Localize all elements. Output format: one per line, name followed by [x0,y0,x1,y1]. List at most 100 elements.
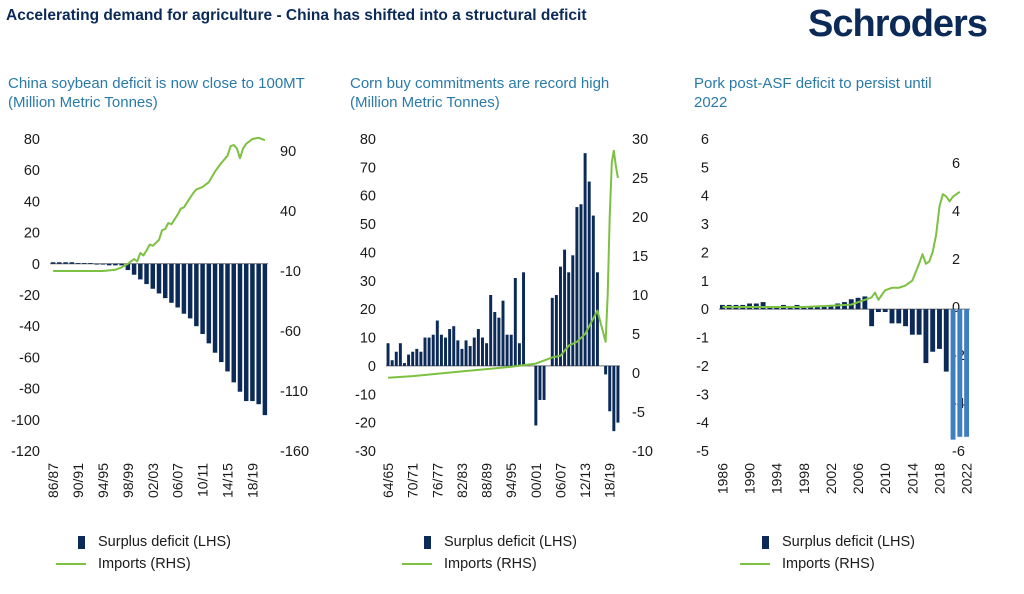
chart-2-bar [542,365,546,400]
chart-3-right-tick-label: 0 [952,300,960,316]
chart-1-bar [187,263,193,319]
chart-3-left-tick-label: -3 [696,387,709,403]
chart-2-bar [501,300,505,366]
chart-2-bar [538,365,542,400]
chart-1-right-tick-label: -60 [280,324,301,340]
chart-3-x-tick-label: 1994 [769,463,785,494]
chart-1-bar [150,263,156,289]
chart-2-x-tick-label: 06/07 [552,463,568,498]
chart-1-x-tick-label: 98/99 [120,463,136,498]
chart-2-bar [390,360,394,366]
chart-2-left-tick-label: 60 [360,189,376,205]
chart-1-left-tick-label: -100 [11,413,40,429]
chart-1-right-tick-label: -110 [280,384,308,400]
chart-3-bar [930,309,936,352]
chart-1-bar [100,263,106,265]
legend-label: Imports (RHS) [782,556,875,572]
chart-1-bar [75,263,81,264]
chart-3-x-tick-label: 1986 [714,463,730,494]
chart-1-left-tick-label: 80 [24,132,40,148]
chart-2-x-tick-label: 82/83 [454,463,470,498]
chart-1-right-tick-label: 90 [280,144,296,160]
chart-3-bar [896,309,902,324]
chart-2-left-tick-label: 70 [360,160,376,176]
chart-1-bar [82,263,87,264]
chart-3-x-tick-label: 2014 [904,463,920,494]
chart-2-left-tick-label: 30 [360,274,376,290]
chart-3-left-tick-label: -4 [696,416,709,432]
chart-1-bar [94,263,99,265]
chart-1-bar [57,262,62,264]
chart-3-left-tick-label: 3 [701,217,709,233]
chart-2-bar [489,295,493,366]
bar-swatch-icon [762,536,769,549]
chart-2-x-tick-label: 18/19 [602,463,618,498]
chart-3-bar [862,296,868,310]
chart-3-left-tick-label: 0 [701,302,709,318]
chart-2-bar [493,312,497,366]
chart-1-bar [125,263,131,271]
chart-2-bar [604,365,608,375]
chart-3-bar [869,309,875,327]
chart-3-x-tick-label: 2022 [959,463,975,494]
chart-3-bar [923,309,929,364]
chart-2-bar [571,255,575,366]
chart-1-x-tick-label: 90/91 [70,463,86,498]
chart-1-bar [256,263,261,405]
chart-2-right-tick-label: 15 [632,249,648,265]
chart-3-x-tick-label: 1990 [742,463,758,494]
chart-2-bar [591,215,595,366]
chart-2-bar [567,272,571,366]
chart-1-x-tick-label: 06/07 [170,463,186,498]
chart-2-bar [419,351,423,366]
chart-1-bar [206,263,212,344]
chart-1-bar [131,263,137,275]
chart-2-bar [444,337,448,366]
chart-3-title: Pork post-ASF deficit to persist until 2… [694,75,932,111]
chart-3-bar [903,309,908,327]
chart-3-x-tick-label: 2006 [850,463,866,494]
chart-1-bar [162,263,168,299]
chart-3-bar [875,309,881,313]
chart-1-x-tick-label: 02/03 [145,463,161,498]
chart-1-x-tick-label: 94/95 [95,463,111,498]
chart-1-bar [243,263,249,402]
schroders-logo: Schroders [808,3,988,45]
chart-2-bar [509,334,513,366]
chart-2-right-tick-label: -10 [632,444,653,460]
chart-1-x-tick-label: 18/19 [244,463,260,498]
bar-swatch-icon [424,536,431,549]
chart-2-left-tick-label: 10 [360,331,376,347]
chart-2-bar [398,343,402,366]
chart-3-x-tick-label: 2018 [931,463,947,494]
chart-1-right-tick-label: 40 [280,204,296,220]
chart-1-bar [200,263,205,334]
chart-2-bar [485,343,489,366]
chart-3-bar [950,309,956,440]
chart-3-right-tick-label: 6 [952,156,960,172]
chart-3-bar [828,304,834,310]
chart-2-bar [464,340,468,366]
chart-2-bar [468,346,472,366]
chart-2-bar [587,181,591,366]
legend-label: Imports (RHS) [98,556,191,572]
chart-1-imports-line [53,136,266,272]
chart-2-bar [402,363,406,366]
chart-3-left-tick-label: 6 [701,132,709,148]
chart-2-x-tick-label: 76/77 [429,463,445,498]
chart-3-left-tick-label: 4 [701,189,709,205]
chart-2-right-tick-label: 25 [632,171,648,187]
chart-1-left-tick-label: 40 [24,194,40,210]
line-swatch-icon [402,563,432,565]
chart-1-bar [113,263,118,266]
chart-3-right-tick-label: -6 [952,444,965,460]
line-swatch-icon [740,563,770,565]
chart-2-right-tick-label: 5 [632,327,640,343]
chart-2-left-tick-label: 50 [360,217,376,233]
chart-3-bar [889,309,895,324]
chart-1-left-tick-label: -20 [19,288,40,304]
chart-1-bar [212,263,218,353]
chart-1-bar [175,263,180,308]
chart-2-x-tick-label: 88/89 [479,463,495,498]
chart-2-bar [480,337,484,366]
